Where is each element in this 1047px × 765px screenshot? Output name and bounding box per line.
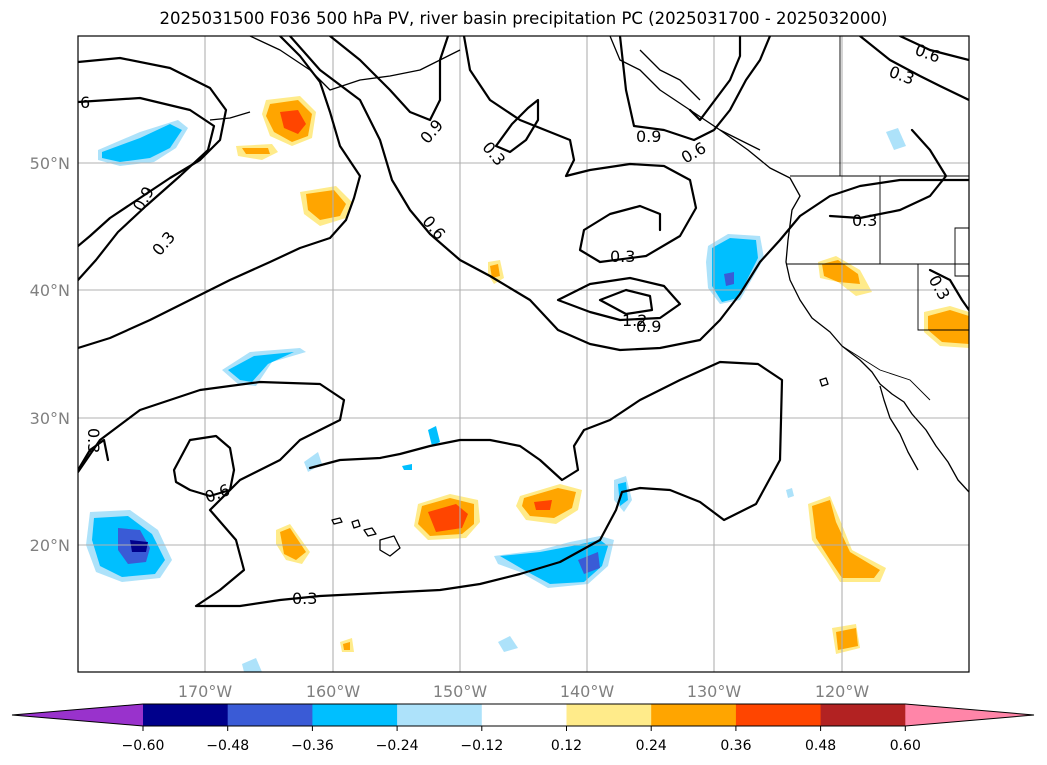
map-panel: 6 0.9 0.3 0.9 0.3 0.6 0.9 0.6 0.6 0.3 0.… <box>78 36 969 672</box>
figure-title: 2025031500 F036 500 hPa PV, river basin … <box>159 9 888 28</box>
contour-label: 0.3 <box>292 589 317 608</box>
colorbar-tick-label: −0.36 <box>291 738 334 754</box>
colorbar-tick-label: 0.60 <box>890 738 921 754</box>
lon-label-150w: 150°W <box>433 682 488 701</box>
colorbar: −0.60 −0.48 −0.36 −0.24 −0.12 0.12 0.24 0.36 0.4… <box>11 703 1035 754</box>
colorbar-tick-label: −0.12 <box>460 738 503 754</box>
contour-label: 6 <box>80 93 90 112</box>
colorbar-tick-label: 0.24 <box>636 738 667 754</box>
contour-label: 0.3 <box>84 428 103 453</box>
colorbar-segment <box>312 704 398 726</box>
lat-label-30n: 30°N <box>30 409 70 428</box>
colorbar-segment <box>143 704 229 726</box>
colorbar-segment <box>566 704 652 726</box>
map-frame <box>77 35 970 673</box>
contour-label: 0.9 <box>636 127 661 146</box>
contour-label: 1.2 <box>622 311 647 330</box>
colorbar-segment <box>397 704 483 726</box>
colorbar-segment <box>820 704 906 726</box>
lon-label-160w: 160°W <box>306 682 361 701</box>
contour-label: 0.3 <box>852 211 877 230</box>
colorbar-tick-label: 0.48 <box>805 738 836 754</box>
lat-label-50n: 50°N <box>30 154 70 173</box>
colorbar-extend-max <box>905 704 1034 726</box>
contour-label: 0.3 <box>610 247 635 266</box>
colorbar-tick-label: −0.60 <box>122 738 165 754</box>
gridlines <box>78 36 969 672</box>
lon-label-120w: 120°W <box>815 682 870 701</box>
colorbar-tick-label: 0.12 <box>551 738 582 754</box>
colorbar-segment <box>735 704 822 726</box>
colorbar-tick-label: −0.24 <box>376 738 419 754</box>
contour-label: 0.9 <box>636 317 661 336</box>
lon-label-170w: 170°W <box>178 682 233 701</box>
colorbar-segment <box>227 704 313 726</box>
precip-anomaly-fill <box>86 96 969 672</box>
borders <box>786 36 969 401</box>
lat-labels: 50°N 40°N 30°N 20°N <box>30 154 70 555</box>
colorbar-extend-min <box>12 704 143 726</box>
lon-labels: 170°W 160°W 150°W 140°W 130°W 120°W <box>178 682 870 701</box>
lon-label-130w: 130°W <box>687 682 742 701</box>
coastlines <box>209 36 969 557</box>
colorbar-segment <box>651 704 737 726</box>
colorbar-segment <box>481 704 567 726</box>
lon-label-140w: 140°W <box>560 682 615 701</box>
lat-label-20n: 20°N <box>30 536 70 555</box>
lat-label-40n: 40°N <box>30 281 70 300</box>
colorbar-tick-label: 0.36 <box>720 738 751 754</box>
pv-contours <box>78 36 969 608</box>
colorbar-tick-label: −0.48 <box>206 738 249 754</box>
